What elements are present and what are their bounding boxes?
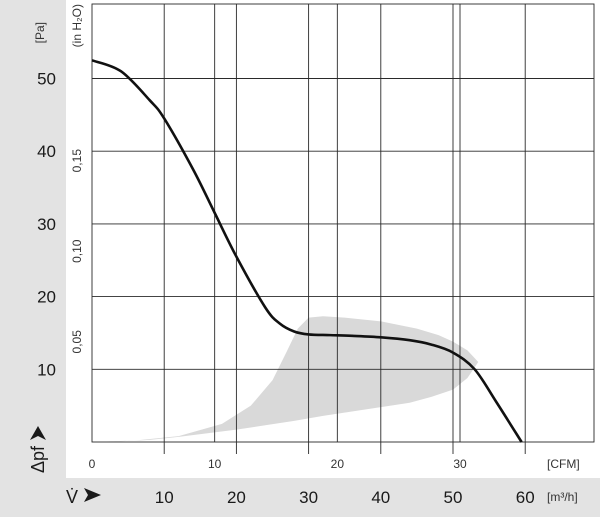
x-tick-cfm-0: 0 bbox=[89, 457, 96, 471]
y-tick-inh2o-0: 0,05 bbox=[70, 330, 84, 354]
y-unit-pa: [Pa] bbox=[33, 22, 47, 43]
x-symbol-flow: V̇ bbox=[66, 487, 78, 507]
operating-area-layer bbox=[92, 316, 479, 442]
x-tick-cfm-3: 30 bbox=[453, 457, 467, 471]
x-tick-m3h-1: 20 bbox=[227, 488, 246, 507]
fan-curve-line bbox=[91, 59, 523, 443]
x-tick-m3h-2: 30 bbox=[299, 488, 318, 507]
x-tick-m3h-5: 60 bbox=[516, 488, 535, 507]
bottom-side-panel bbox=[0, 478, 600, 517]
y-tick-pa-2: 30 bbox=[37, 215, 56, 234]
grid-layer bbox=[91, 3, 595, 454]
y-tick-pa-0: 10 bbox=[37, 360, 56, 379]
x-tick-m3h-0: 10 bbox=[155, 488, 174, 507]
x-tick-m3h-3: 40 bbox=[371, 488, 390, 507]
x-arrow-icon bbox=[84, 488, 101, 502]
curve-layer bbox=[91, 59, 523, 443]
y-arrow-icon bbox=[30, 426, 46, 440]
y-tick-pa-4: 50 bbox=[37, 70, 56, 89]
x-tick-cfm-2: 20 bbox=[331, 457, 345, 471]
x-tick-m3h-4: 50 bbox=[444, 488, 463, 507]
y-tick-pa-3: 40 bbox=[37, 142, 56, 161]
y-unit-inh2o: (in H₂O) bbox=[70, 4, 84, 47]
x-unit-cfm: [CFM] bbox=[547, 457, 580, 471]
y-tick-pa-1: 20 bbox=[37, 288, 56, 307]
y-tick-inh2o-2: 0,15 bbox=[70, 149, 84, 173]
x-unit-m3h: [m³/h] bbox=[547, 490, 578, 504]
left-side-panel bbox=[0, 0, 66, 517]
plot-frame bbox=[91, 3, 595, 443]
labels-layer: 10 20 30 40 50 60 0 10 20 30 10 20 30 40 50 0,05 0,10 0,1… bbox=[37, 70, 535, 508]
y-symbol-pressure: Δpf bbox=[28, 445, 48, 473]
operating-area bbox=[92, 316, 479, 442]
y-tick-inh2o-1: 0,10 bbox=[70, 239, 84, 263]
x-tick-cfm-1: 10 bbox=[208, 457, 222, 471]
